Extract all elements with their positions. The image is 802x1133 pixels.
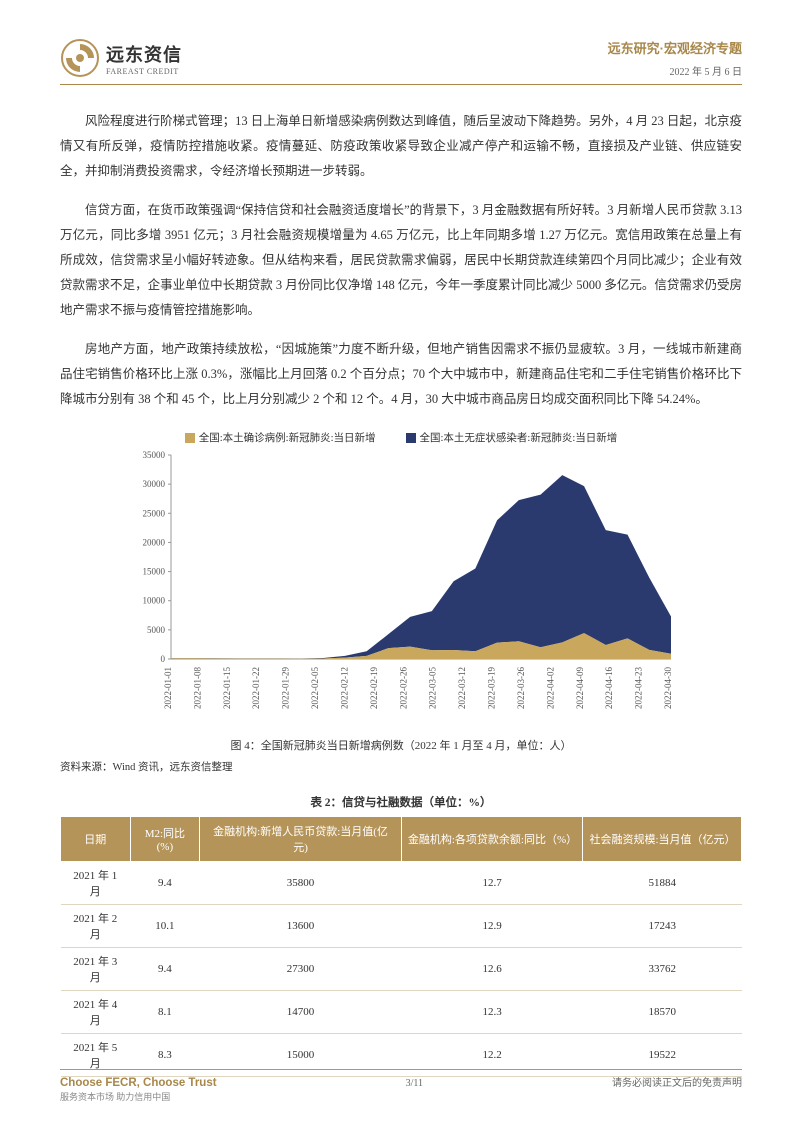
svg-text:2022-01-15: 2022-01-15: [222, 667, 232, 709]
table-row: 2021 年 4 月8.11470012.318570: [61, 991, 742, 1034]
table-cell: 2021 年 2 月: [61, 905, 131, 948]
logo-name-en: FAREAST CREDIT: [106, 67, 182, 76]
svg-text:2022-04-23: 2022-04-23: [634, 667, 644, 709]
table-cell: 9.4: [130, 862, 200, 905]
page-total: /11: [411, 1078, 423, 1089]
body-paragraph-2: 信贷方面，在货币政策强调“保持信贷和社会融资适度增长”的背景下，3 月金融数据有…: [60, 198, 742, 323]
table-body: 2021 年 1 月9.43580012.7518842021 年 2 月10.…: [61, 862, 742, 1077]
footer-divider: [60, 1069, 742, 1070]
table-header-cell: 日期: [61, 817, 131, 862]
svg-text:30000: 30000: [143, 479, 166, 489]
table-cell: 35800: [200, 862, 402, 905]
svg-text:2022-01-01: 2022-01-01: [163, 667, 173, 709]
table-cell: 2021 年 4 月: [61, 991, 131, 1034]
table-cell: 33762: [583, 948, 742, 991]
logo-text: 远东资信 FAREAST CREDIT: [106, 41, 182, 76]
document-category: 远东研究·宏观经济专题: [608, 38, 742, 57]
chart-canvas: 0 5000 10000 15000 20000 25000 30000 35000 2022-…: [121, 449, 681, 729]
svg-text:2022-03-19: 2022-03-19: [487, 667, 497, 709]
table-cell: 8.1: [130, 991, 200, 1034]
logo-block: 远东资信 FAREAST CREDIT: [60, 38, 182, 78]
page-header: 远东资信 FAREAST CREDIT 远东研究·宏观经济专题 2022 年 5…: [60, 38, 742, 78]
svg-text:2022-01-29: 2022-01-29: [281, 667, 291, 709]
table-cell: 13600: [200, 905, 402, 948]
table-header-cell: M2:同比(%): [130, 817, 200, 862]
table-cell: 2021 年 3 月: [61, 948, 131, 991]
svg-text:2022-03-05: 2022-03-05: [428, 667, 438, 709]
table-row: 2021 年 3 月9.42730012.633762: [61, 948, 742, 991]
table-cell: 9.4: [130, 948, 200, 991]
svg-text:0: 0: [161, 654, 166, 664]
legend-label: 全国:本土确诊病例:新冠肺炎:当日新增: [199, 430, 376, 445]
chart-legend: 全国:本土确诊病例:新冠肺炎:当日新增 全国:本土无症状感染者:新冠肺炎:当日新…: [60, 430, 742, 445]
body-paragraph-1: 风险程度进行阶梯式管理；13 日上海单日新增感染病例数达到峰值，随后呈波动下降趋…: [60, 109, 742, 184]
svg-text:2022-04-16: 2022-04-16: [604, 667, 614, 709]
table-cell: 51884: [583, 862, 742, 905]
svg-text:10000: 10000: [143, 596, 166, 606]
table-cell: 12.7: [401, 862, 583, 905]
table-cell: 14700: [200, 991, 402, 1034]
table-header-cell: 金融机构:新增人民币贷款:当月值(亿元): [200, 817, 402, 862]
table-cell: 12.9: [401, 905, 583, 948]
header-divider: [60, 84, 742, 85]
svg-text:2022-01-22: 2022-01-22: [251, 667, 261, 709]
legend-swatch-icon: [406, 433, 416, 443]
table-title: 表 2：信贷与社融数据（单位：%）: [60, 794, 742, 810]
figure-caption: 图 4：全国新冠肺炎当日新增病例数（2022 年 1 月至 4 月，单位：人）: [60, 737, 742, 753]
svg-text:2022-02-12: 2022-02-12: [339, 667, 349, 709]
svg-text:2022-04-09: 2022-04-09: [575, 667, 585, 709]
header-right: 远东研究·宏观经济专题 2022 年 5 月 6 日: [608, 38, 742, 78]
table-header-cell: 金融机构:各项贷款余额:同比（%）: [401, 817, 583, 862]
svg-text:20000: 20000: [143, 537, 166, 547]
document-date: 2022 年 5 月 6 日: [608, 63, 742, 78]
footer-slogan-en: Choose FECR, Choose Trust: [60, 1077, 217, 1089]
svg-text:5000: 5000: [147, 625, 166, 635]
legend-item-confirmed: 全国:本土确诊病例:新冠肺炎:当日新增: [185, 430, 376, 445]
page-number: 3/11: [406, 1078, 423, 1089]
table-cell: 2021 年 1 月: [61, 862, 131, 905]
page-footer: Choose FECR, Choose Trust 服务资本市场 助力信用中国 …: [60, 1069, 742, 1103]
svg-text:2022-02-26: 2022-02-26: [398, 667, 408, 709]
table-cell: 27300: [200, 948, 402, 991]
svg-text:2022-04-02: 2022-04-02: [545, 667, 555, 709]
table-cell: 12.6: [401, 948, 583, 991]
legend-swatch-icon: [185, 433, 195, 443]
table-header-cell: 社会融资规模:当月值（亿元）: [583, 817, 742, 862]
svg-text:2022-01-08: 2022-01-08: [192, 667, 202, 709]
table-header-row: 日期M2:同比(%)金融机构:新增人民币贷款:当月值(亿元)金融机构:各项贷款余…: [61, 817, 742, 862]
table-cell: 17243: [583, 905, 742, 948]
logo-name-cn: 远东资信: [106, 41, 182, 67]
company-logo-icon: [60, 38, 100, 78]
svg-text:2022-04-30: 2022-04-30: [663, 667, 673, 709]
footer-disclaimer: 请务必阅读正文后的免责声明: [612, 1074, 742, 1089]
figure-source: 资料来源：Wind 资讯，远东资信整理: [60, 759, 742, 774]
svg-text:2022-03-12: 2022-03-12: [457, 667, 467, 709]
table-cell: 10.1: [130, 905, 200, 948]
svg-text:35000: 35000: [143, 450, 166, 460]
credit-data-table: 日期M2:同比(%)金融机构:新增人民币贷款:当月值(亿元)金融机构:各项贷款余…: [60, 816, 742, 1077]
svg-text:2022-03-26: 2022-03-26: [516, 667, 526, 709]
table-row: 2021 年 2 月10.11360012.917243: [61, 905, 742, 948]
footer-left: Choose FECR, Choose Trust 服务资本市场 助力信用中国: [60, 1077, 217, 1103]
table-row: 2021 年 1 月9.43580012.751884: [61, 862, 742, 905]
svg-text:2022-02-19: 2022-02-19: [369, 667, 379, 709]
body-paragraph-3: 房地产方面，地产政策持续放松，“因城施策”力度不断升级，但地产销售因需求不振仍显…: [60, 337, 742, 412]
legend-item-asymptomatic: 全国:本土无症状感染者:新冠肺炎:当日新增: [406, 430, 618, 445]
svg-text:25000: 25000: [143, 508, 166, 518]
table-cell: 18570: [583, 991, 742, 1034]
footer-slogan-cn: 服务资本市场 助力信用中国: [60, 1090, 217, 1103]
legend-label: 全国:本土无症状感染者:新冠肺炎:当日新增: [420, 430, 618, 445]
svg-text:15000: 15000: [143, 567, 166, 577]
covid-chart: 全国:本土确诊病例:新冠肺炎:当日新增 全国:本土无症状感染者:新冠肺炎:当日新…: [60, 430, 742, 774]
svg-text:2022-02-05: 2022-02-05: [310, 667, 320, 709]
table-cell: 12.3: [401, 991, 583, 1034]
